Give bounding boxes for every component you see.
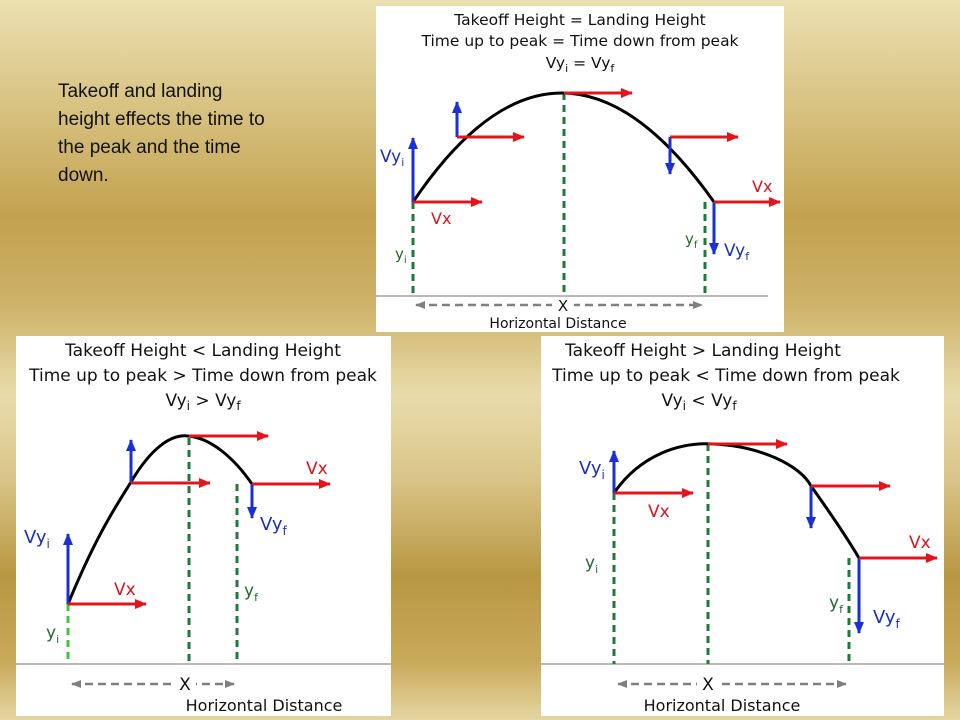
panel-lower-title-line2: Time up to peak > Time down from peak [28, 366, 377, 386]
panel-lower-title-line1: Takeoff Height < Landing Height [64, 341, 341, 361]
label-vyi: Vyi [24, 527, 50, 551]
label-vyi: Vyi [579, 458, 605, 482]
label-x: X [558, 297, 568, 315]
label-x: X [179, 675, 191, 695]
label-yi: yi [395, 245, 407, 266]
panel-equal-heights: Takeoff Height = Landing Height Time up … [376, 6, 784, 332]
label-vyf: Vyf [724, 241, 750, 263]
label-yi: yi [585, 553, 598, 576]
panel-higher-title-line2: Time up to peak < Time down from peak [551, 366, 900, 386]
trajectory-curve [411, 91, 716, 203]
label-vx-start: Vx [648, 502, 670, 522]
panel-takeoff-lower: Takeoff Height < Landing Height Time up … [16, 336, 391, 716]
panel-equal-title-line2: Time up to peak = Time down from peak [420, 32, 738, 50]
label-horizontal-distance: Horizontal Distance [644, 696, 801, 715]
label-yi: yi [46, 623, 59, 646]
panel-higher-comparison: Vyi < Vyf [661, 391, 737, 413]
label-vyf: Vyf [260, 514, 287, 538]
label-vx-start: Vx [114, 580, 136, 600]
label-horizontal-distance: Horizontal Distance [489, 316, 626, 332]
panel-takeoff-higher: Takeoff Height > Landing Height Time up … [541, 336, 944, 716]
label-x: X [702, 675, 714, 695]
label-vyi: Vyi [380, 147, 404, 169]
panel-equal-title-line1: Takeoff Height = Landing Height [453, 11, 705, 29]
label-horizontal-distance: Horizontal Distance [186, 696, 343, 715]
label-yf: yf [244, 581, 259, 604]
label-vyf: Vyf [873, 607, 900, 631]
label-yf: yf [829, 593, 844, 616]
label-vx-end: Vx [752, 177, 772, 196]
trajectory-curve [66, 434, 254, 605]
label-vx-end: Vx [909, 533, 931, 553]
label-vx-end: Vx [306, 459, 328, 479]
panel-higher-title-line1: Takeoff Height > Landing Height [564, 341, 841, 361]
panel-lower-comparison: Vyi > Vyf [165, 391, 241, 413]
trajectory-curve [612, 442, 861, 559]
caption-text: Takeoff and landing height effects the t… [58, 81, 265, 186]
label-vx-start: Vx [431, 209, 451, 228]
panel-equal-comparison: Vyi = Vyf [546, 54, 616, 75]
label-yf: yf [685, 230, 698, 251]
